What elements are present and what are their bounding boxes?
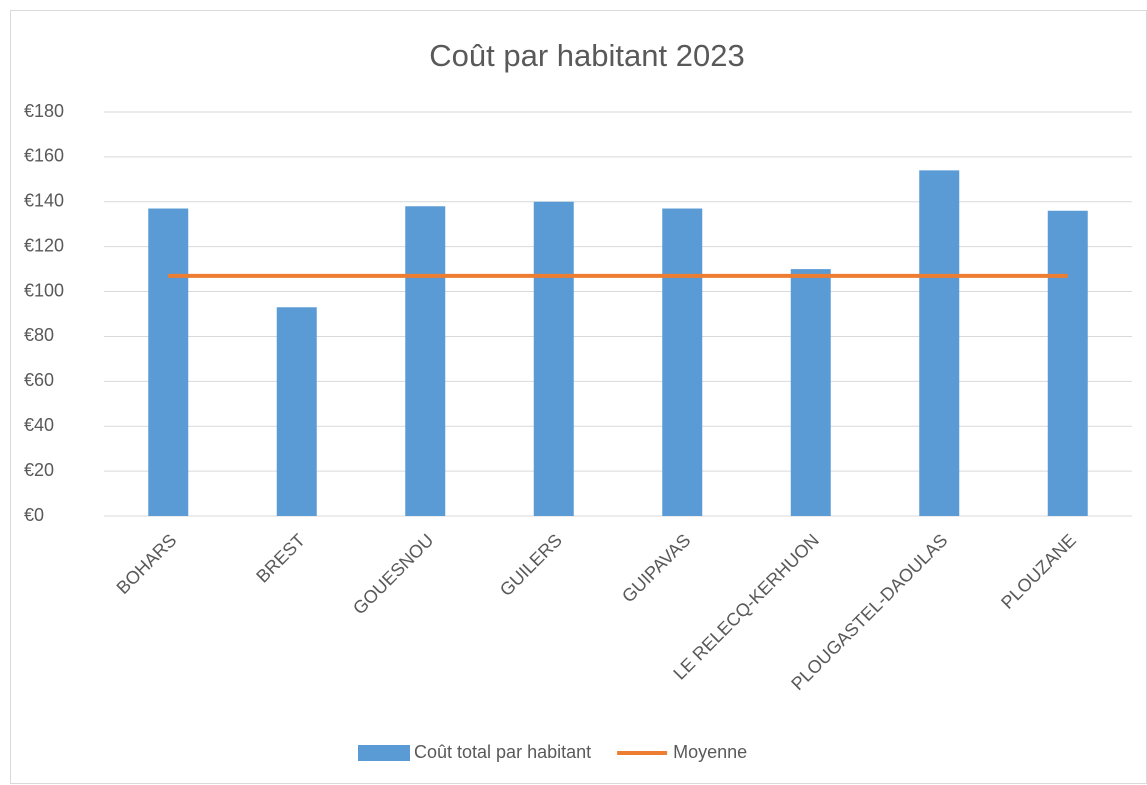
- y-tick-label: €160: [24, 146, 64, 166]
- bar: [790, 269, 831, 516]
- y-tick-label: €0: [24, 505, 44, 525]
- bar: [148, 208, 189, 516]
- chart-title: Coût par habitant 2023: [429, 38, 744, 73]
- bar: [276, 307, 317, 516]
- bar: [405, 206, 446, 516]
- legend-swatch: [358, 745, 410, 761]
- y-tick-label: €100: [24, 280, 64, 300]
- y-tick-label: €20: [24, 460, 54, 480]
- bar: [662, 208, 703, 516]
- bar: [1047, 210, 1088, 516]
- y-tick-label: €180: [24, 101, 64, 121]
- y-tick-label: €80: [24, 325, 54, 345]
- y-tick-label: €140: [24, 191, 64, 211]
- y-tick-label: €60: [24, 370, 54, 390]
- y-tick-label: €120: [24, 235, 64, 255]
- legend-label: Moyenne: [673, 742, 747, 762]
- bar: [919, 170, 960, 516]
- bar: [533, 201, 574, 516]
- legend-label: Coût total par habitant: [414, 742, 591, 762]
- y-tick-label: €40: [24, 415, 54, 435]
